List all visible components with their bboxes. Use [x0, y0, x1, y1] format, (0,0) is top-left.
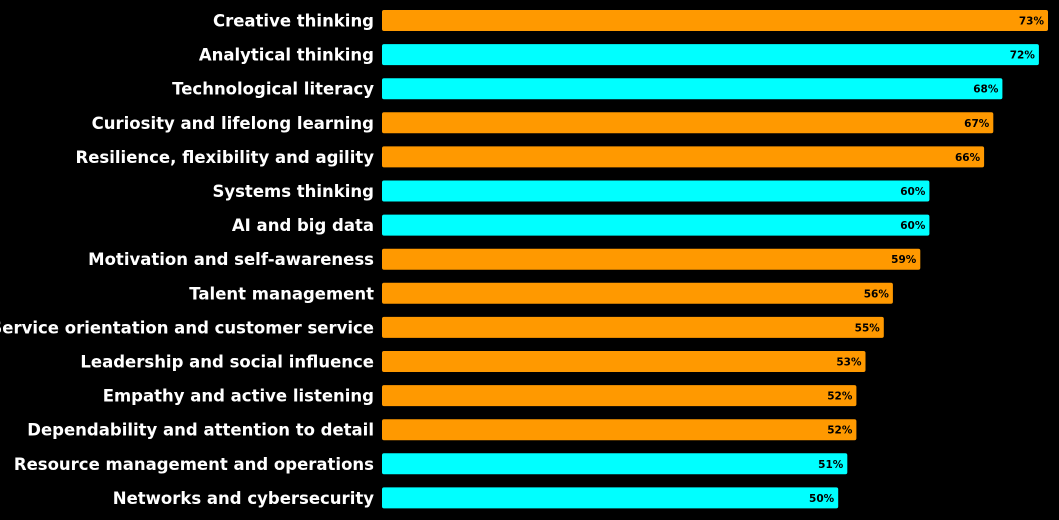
value-label-resource-management-and-operations: 51% [818, 459, 844, 471]
value-label-creative-thinking: 73% [1019, 16, 1045, 28]
bar-creative-thinking [382, 10, 1048, 31]
bar-talent-management [382, 282, 893, 304]
category-label-analytical-thinking: Analytical thinking [199, 46, 374, 65]
value-label-curiosity-and-lifelong-learning: 67% [964, 118, 990, 130]
bar-networks-and-cybersecurity [382, 487, 839, 509]
bar-service-orientation-and-customer-service [382, 316, 884, 338]
bar-leadership-and-social-influence [382, 351, 866, 372]
value-label-resilience-flexibility-and-agility: 66% [955, 152, 981, 164]
bar-analytical-thinking [382, 44, 1039, 66]
category-label-technological-literacy: Technological literacy [172, 80, 374, 99]
value-label-technological-literacy: 68% [973, 84, 999, 96]
bars-group: Creative thinking 73% Analytical thinking 7… [0, 10, 1048, 509]
bar-empathy-and-active-listening [382, 385, 857, 407]
category-label-systems-thinking: Systems thinking [212, 182, 374, 201]
bar-ai-and-big-data [382, 214, 930, 236]
value-label-ai-and-big-data: 60% [900, 220, 926, 232]
category-label-motivation-and-self-awareness: Motivation and self-awareness [88, 250, 374, 269]
value-label-leadership-and-social-influence: 53% [836, 357, 862, 369]
bar-resilience-flexibility-and-agility [382, 146, 985, 168]
category-label-resilience-flexibility-and-agility: Resilience, flexibility and agility [76, 148, 375, 167]
category-label-creative-thinking: Creative thinking [213, 12, 374, 31]
category-label-ai-and-big-data: AI and big data [232, 216, 374, 235]
category-label-empathy-and-active-listening: Empathy and active listening [103, 387, 374, 406]
value-label-service-orientation-and-customer-service: 55% [855, 322, 881, 334]
category-label-resource-management-and-operations: Resource management and operations [14, 455, 374, 474]
bar-resource-management-and-operations [382, 453, 848, 475]
value-label-motivation-and-self-awareness: 59% [891, 254, 917, 266]
value-label-empathy-and-active-listening: 52% [827, 391, 853, 403]
value-label-networks-and-cybersecurity: 50% [809, 493, 835, 505]
bar-curiosity-and-lifelong-learning [382, 112, 994, 134]
bar-technological-literacy [382, 78, 1003, 100]
bar-dependability-and-attention-to-detail [382, 419, 857, 441]
value-label-systems-thinking: 60% [900, 186, 926, 198]
value-label-talent-management: 56% [864, 288, 890, 300]
category-label-networks-and-cybersecurity: Networks and cybersecurity [113, 489, 374, 508]
category-label-leadership-and-social-influence: Leadership and social influence [80, 353, 374, 372]
bar-motivation-and-self-awareness [382, 248, 921, 270]
category-label-dependability-and-attention-to-detail: Dependability and attention to detail [27, 421, 374, 440]
value-label-analytical-thinking: 72% [1010, 50, 1036, 62]
bar-systems-thinking [382, 180, 930, 202]
category-label-talent-management: Talent management [189, 284, 374, 303]
category-label-service-orientation-and-customer-service: Service orientation and customer service [0, 318, 374, 337]
value-label-dependability-and-attention-to-detail: 52% [827, 425, 853, 437]
category-label-curiosity-and-lifelong-learning: Curiosity and lifelong learning [92, 114, 374, 133]
